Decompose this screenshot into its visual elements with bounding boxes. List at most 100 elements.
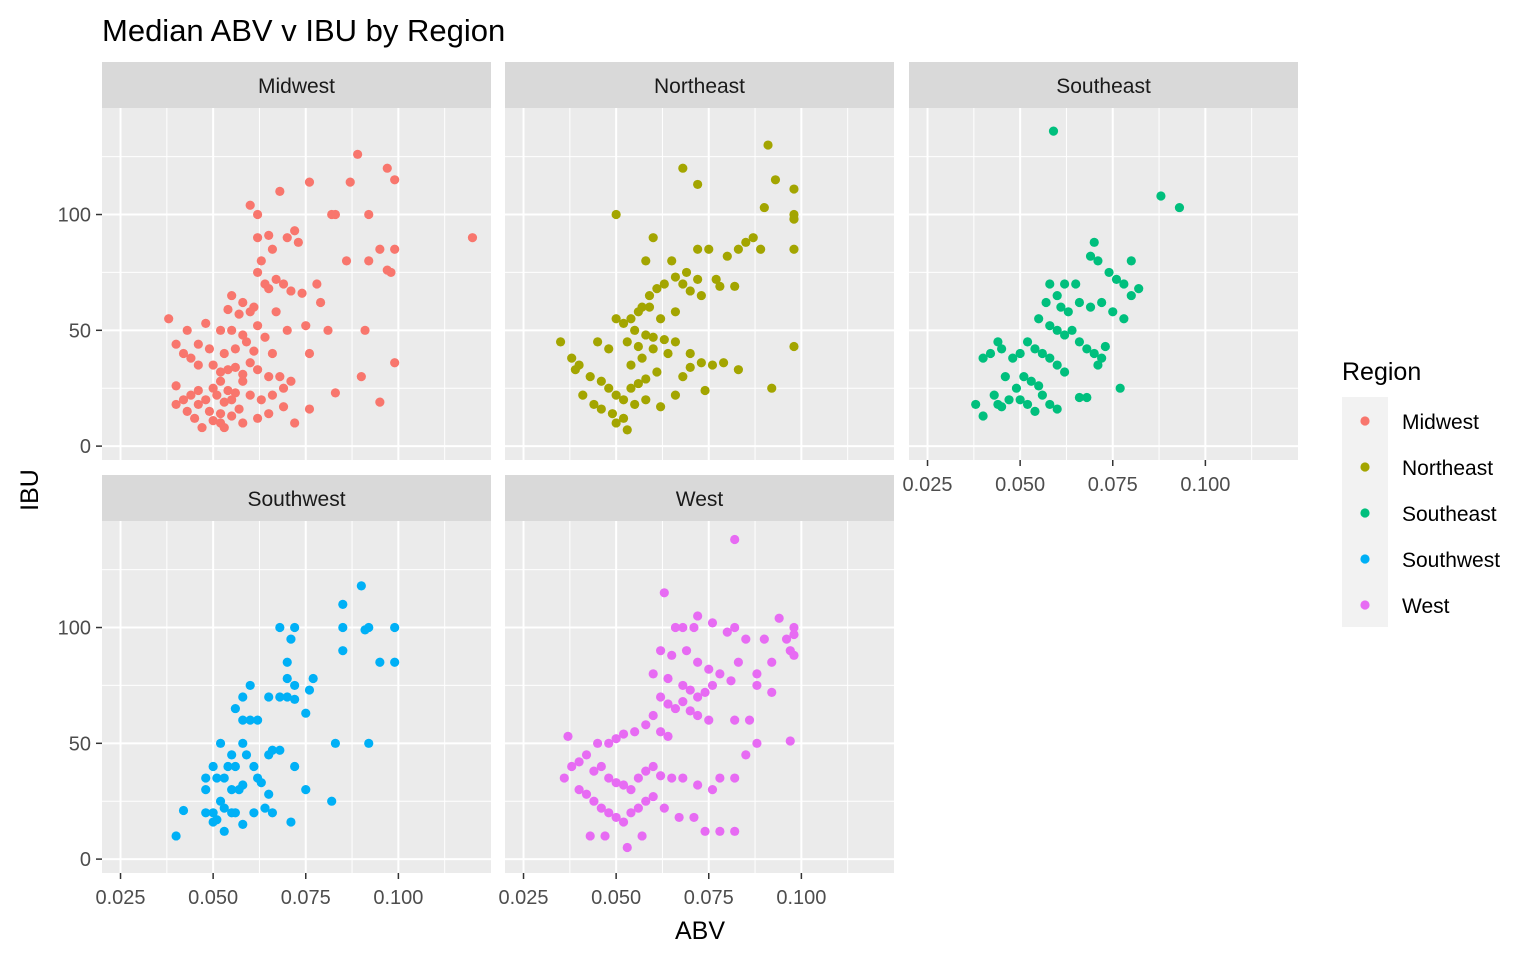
data-point bbox=[1022, 337, 1033, 347]
data-point bbox=[667, 256, 677, 266]
data-point bbox=[715, 281, 725, 291]
y-axis-title: IBU bbox=[16, 469, 44, 511]
data-point bbox=[204, 406, 215, 416]
panel-southeast: Southeast 0.025 0.050 0.075 0.100 bbox=[902, 62, 1298, 496]
data-point bbox=[264, 409, 274, 419]
data-point bbox=[567, 761, 577, 772]
data-point bbox=[663, 699, 673, 709]
data-point bbox=[227, 290, 237, 301]
data-point bbox=[1093, 256, 1103, 266]
data-point bbox=[1015, 395, 1025, 405]
data-point bbox=[648, 761, 658, 772]
data-point bbox=[707, 680, 718, 691]
data-point bbox=[1097, 297, 1107, 308]
data-point bbox=[297, 288, 307, 298]
data-point bbox=[730, 534, 740, 545]
strip-label-midwest: Midwest bbox=[258, 75, 335, 98]
data-point bbox=[633, 307, 643, 317]
data-point bbox=[278, 402, 289, 412]
data-point bbox=[752, 669, 762, 679]
data-point bbox=[581, 750, 592, 760]
data-point bbox=[219, 803, 229, 813]
data-point bbox=[467, 233, 478, 243]
data-point bbox=[286, 286, 296, 296]
data-point bbox=[171, 399, 181, 410]
x-tick-label: 0.025 bbox=[95, 887, 145, 909]
data-point bbox=[245, 715, 255, 725]
data-point bbox=[715, 773, 725, 783]
data-point bbox=[593, 337, 603, 347]
data-point bbox=[201, 785, 211, 795]
data-point bbox=[390, 622, 400, 633]
data-point bbox=[648, 710, 658, 721]
data-point bbox=[985, 348, 996, 359]
data-point bbox=[1126, 256, 1136, 266]
data-point bbox=[364, 209, 374, 220]
data-point bbox=[604, 383, 614, 393]
data-point bbox=[1000, 372, 1010, 382]
data-point bbox=[1156, 191, 1166, 201]
data-point bbox=[618, 318, 629, 328]
data-point bbox=[215, 738, 226, 748]
data-point bbox=[238, 369, 248, 379]
data-point bbox=[581, 789, 592, 799]
data-point bbox=[667, 773, 677, 783]
data-point bbox=[301, 785, 311, 795]
data-point bbox=[767, 383, 777, 393]
data-point bbox=[267, 390, 278, 400]
data-point bbox=[208, 360, 218, 370]
data-point bbox=[689, 622, 699, 633]
data-point bbox=[644, 302, 655, 312]
data-point bbox=[626, 383, 636, 393]
data-point bbox=[693, 692, 703, 702]
data-point bbox=[641, 256, 651, 266]
data-point bbox=[330, 209, 340, 220]
data-point bbox=[238, 418, 248, 428]
data-point bbox=[264, 692, 274, 702]
data-point bbox=[230, 344, 240, 354]
data-point bbox=[693, 710, 703, 721]
data-point bbox=[364, 256, 374, 266]
data-point bbox=[707, 785, 718, 795]
data-point bbox=[208, 817, 218, 827]
data-point bbox=[345, 177, 355, 187]
data-point bbox=[1104, 267, 1114, 278]
data-point bbox=[275, 622, 285, 633]
data-point bbox=[390, 657, 400, 667]
data-point bbox=[1067, 325, 1077, 335]
data-point bbox=[219, 397, 229, 407]
data-point bbox=[604, 738, 614, 748]
data-point bbox=[230, 703, 240, 714]
data-point bbox=[670, 622, 681, 633]
data-point bbox=[611, 778, 621, 788]
strip-northeast bbox=[505, 62, 894, 108]
legend-key-northeast bbox=[1360, 462, 1370, 472]
data-point bbox=[282, 673, 292, 684]
data-point bbox=[696, 358, 706, 368]
data-point bbox=[1115, 383, 1125, 393]
data-point bbox=[730, 826, 740, 836]
data-point bbox=[171, 831, 181, 841]
data-point bbox=[249, 761, 259, 772]
data-point bbox=[618, 395, 629, 405]
data-point bbox=[208, 808, 218, 818]
chart-title: Median ABV v IBU by Region bbox=[102, 13, 505, 48]
data-point bbox=[741, 750, 751, 760]
data-point bbox=[245, 307, 255, 317]
data-point bbox=[219, 773, 229, 783]
data-point bbox=[681, 267, 692, 278]
data-point bbox=[1011, 383, 1022, 393]
data-point bbox=[227, 395, 237, 405]
x-tick-label: 0.075 bbox=[1088, 474, 1138, 496]
data-point bbox=[670, 272, 681, 282]
data-point bbox=[223, 365, 233, 375]
data-point bbox=[593, 738, 603, 748]
data-point bbox=[767, 687, 777, 697]
data-point bbox=[227, 785, 237, 795]
data-point bbox=[648, 344, 658, 354]
data-point bbox=[685, 362, 695, 372]
data-point bbox=[215, 325, 226, 335]
data-point bbox=[304, 177, 315, 187]
data-point bbox=[227, 750, 237, 760]
data-point bbox=[375, 397, 385, 407]
